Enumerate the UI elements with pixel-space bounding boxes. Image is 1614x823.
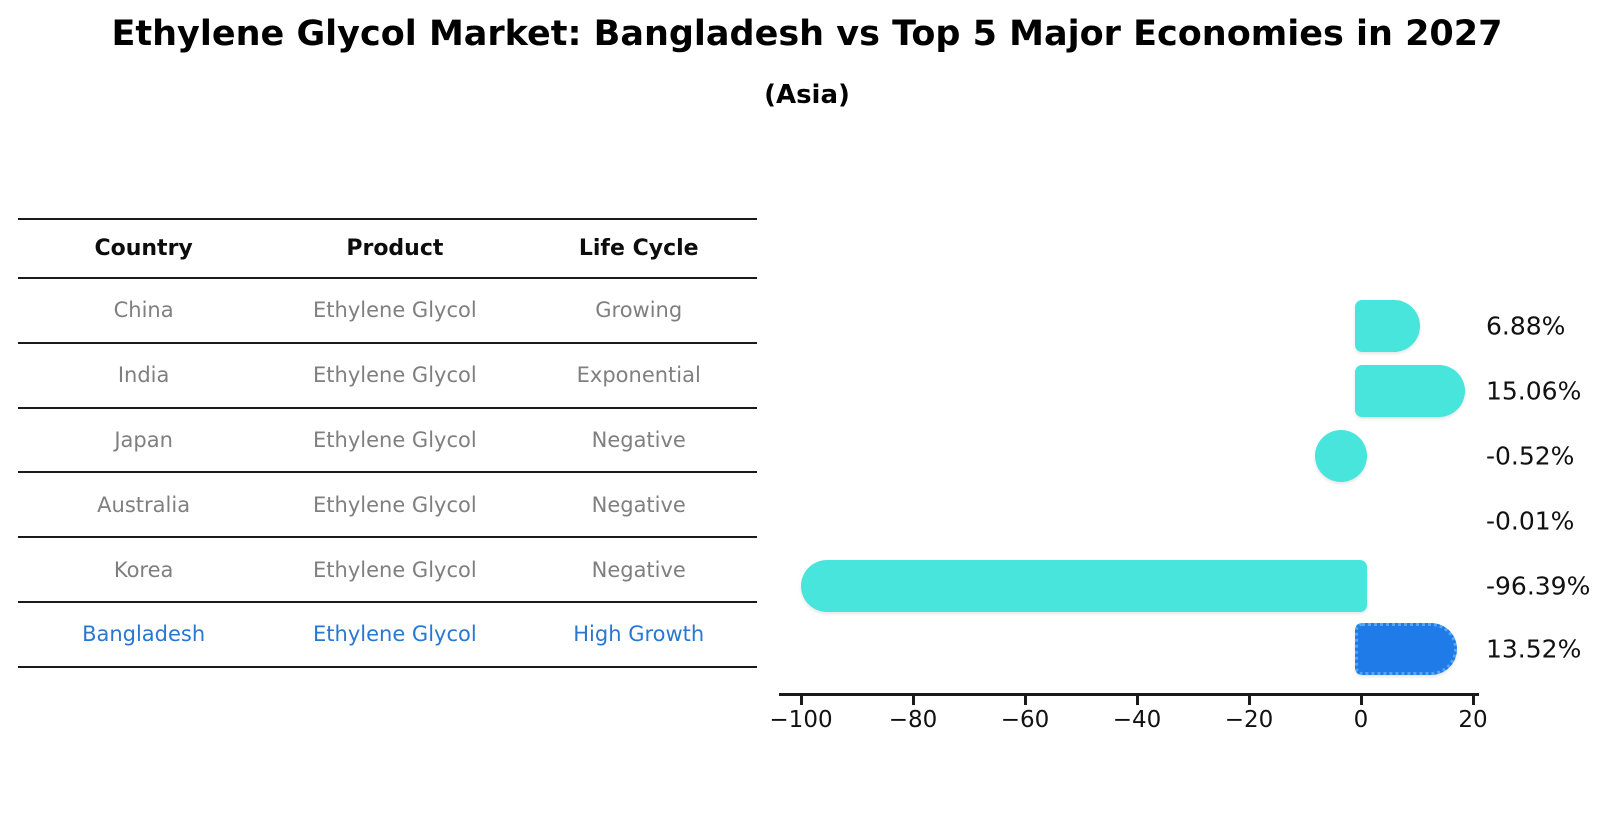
cell-country: Korea: [113, 557, 174, 582]
table-header-life-cycle: Life Cycle: [578, 236, 699, 261]
table-header-product: Product: [346, 236, 444, 261]
cell-product: Ethylene Glycol: [313, 622, 477, 647]
cell-life-cycle: Exponential: [576, 363, 701, 388]
bar-bangladesh: [1355, 623, 1457, 675]
bar-china: [1355, 300, 1420, 352]
cell-country: China: [113, 298, 174, 323]
table-row-japan: Japan Ethylene Glycol Negative: [18, 409, 757, 474]
value-label-india: 15.06%: [1486, 376, 1582, 406]
table-header-country: Country: [94, 236, 193, 261]
cell-life-cycle: Growing: [595, 298, 683, 323]
bar-japan: [1315, 430, 1367, 482]
value-label-korea: -96.39%: [1486, 571, 1591, 601]
table-row-china: China Ethylene Glycol Growing: [18, 279, 757, 344]
cell-product: Ethylene Glycol: [313, 492, 477, 517]
x-tick-mark: [1136, 695, 1139, 705]
x-tick-label: −80: [888, 707, 938, 733]
bar-india: [1355, 365, 1466, 417]
cell-life-cycle: High Growth: [573, 622, 705, 647]
table-row-korea: Korea Ethylene Glycol Negative: [18, 538, 757, 603]
table-row-australia: Australia Ethylene Glycol Negative: [18, 473, 757, 539]
x-tick-mark: [1024, 695, 1027, 705]
cell-product: Ethylene Glycol: [313, 298, 477, 323]
cell-life-cycle: Negative: [591, 427, 686, 452]
x-tick-mark: [800, 695, 803, 705]
value-label-china: 6.88%: [1486, 311, 1566, 341]
bar-korea: [801, 560, 1367, 612]
cell-product: Ethylene Glycol: [313, 427, 477, 452]
country-table: Country Product Life Cycle China Ethylene Gl…: [18, 218, 757, 668]
x-tick-mark: [1360, 695, 1363, 705]
table-row-bangladesh: Bangladesh Ethylene Glycol High Growth: [18, 603, 757, 668]
value-label-bangladesh: 13.52%: [1486, 634, 1582, 664]
x-tick-label: −40: [1112, 707, 1162, 733]
x-tick-label: 0: [1353, 707, 1369, 733]
x-tick-label: −100: [769, 707, 833, 733]
x-tick-label: 20: [1458, 707, 1488, 733]
cell-product: Ethylene Glycol: [313, 363, 477, 388]
value-label-australia: -0.01%: [1486, 506, 1575, 536]
x-tick-label: −20: [1224, 707, 1274, 733]
cell-country: Bangladesh: [82, 622, 206, 647]
value-label-japan: -0.52%: [1486, 441, 1575, 471]
x-tick-label: −60: [1000, 707, 1050, 733]
x-tick-mark: [1472, 695, 1475, 705]
chart-subtitle: (Asia): [764, 80, 850, 110]
x-tick-mark: [1248, 695, 1251, 705]
cell-country: India: [117, 363, 170, 388]
table-row-india: India Ethylene Glycol Exponential: [18, 344, 757, 409]
table-header-row: Country Product Life Cycle: [18, 218, 757, 279]
chart-title: Ethylene Glycol Market: Bangladesh vs To…: [111, 14, 1503, 54]
cell-country: Australia: [97, 492, 191, 517]
cell-country: Japan: [114, 427, 173, 452]
cell-life-cycle: Negative: [591, 492, 686, 517]
x-tick-mark: [912, 695, 915, 705]
x-axis-line: [778, 693, 1479, 696]
cell-product: Ethylene Glycol: [313, 557, 477, 582]
cell-life-cycle: Negative: [591, 557, 686, 582]
